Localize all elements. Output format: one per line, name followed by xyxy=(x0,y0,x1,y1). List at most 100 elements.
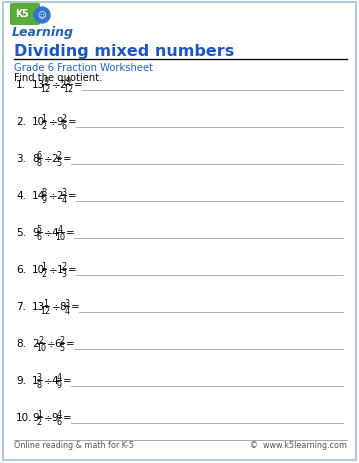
Text: 9: 9 xyxy=(66,76,71,86)
Text: =: = xyxy=(66,338,75,348)
Text: 4: 4 xyxy=(58,224,63,233)
Text: 12: 12 xyxy=(41,306,51,315)
Text: ÷: ÷ xyxy=(44,154,53,163)
Text: 10: 10 xyxy=(32,117,45,127)
Text: 2: 2 xyxy=(32,338,39,348)
Text: 3: 3 xyxy=(61,188,66,196)
Text: 4: 4 xyxy=(52,227,58,238)
Text: 1: 1 xyxy=(43,298,48,307)
Text: 9.: 9. xyxy=(16,375,26,385)
Text: =: = xyxy=(63,154,72,163)
Text: 3: 3 xyxy=(64,298,69,307)
Text: 12: 12 xyxy=(41,85,51,94)
Text: 4: 4 xyxy=(64,306,69,315)
Text: 14: 14 xyxy=(32,191,45,200)
Text: 9: 9 xyxy=(56,117,63,127)
Text: 2: 2 xyxy=(61,113,66,122)
Text: 4: 4 xyxy=(57,409,62,418)
Text: 1: 1 xyxy=(42,261,47,270)
Text: 5: 5 xyxy=(60,343,65,352)
Text: 8: 8 xyxy=(37,158,42,168)
Text: 2: 2 xyxy=(42,121,47,131)
Text: 9: 9 xyxy=(52,412,58,422)
Text: 5.: 5. xyxy=(16,227,26,238)
Text: Online reading & math for K-5: Online reading & math for K-5 xyxy=(14,441,134,450)
Text: 2: 2 xyxy=(42,269,47,278)
Text: ÷: ÷ xyxy=(49,117,57,127)
Text: =: = xyxy=(68,264,77,275)
Text: 9: 9 xyxy=(42,195,47,204)
Text: 8: 8 xyxy=(37,380,42,389)
Text: 5: 5 xyxy=(56,158,62,168)
Text: 2: 2 xyxy=(56,191,63,200)
Text: ÷: ÷ xyxy=(49,191,57,200)
Text: =: = xyxy=(66,227,75,238)
Text: 6: 6 xyxy=(55,338,61,348)
Text: 10.: 10. xyxy=(16,412,33,422)
Text: 2: 2 xyxy=(38,335,43,344)
Text: 2: 2 xyxy=(37,417,42,426)
Text: ÷: ÷ xyxy=(49,264,57,275)
Text: 2: 2 xyxy=(59,80,66,90)
Text: 5: 5 xyxy=(37,224,42,233)
Text: 6: 6 xyxy=(57,417,62,426)
Text: 1: 1 xyxy=(37,409,42,418)
Text: ÷: ÷ xyxy=(52,301,61,311)
Text: 1.: 1. xyxy=(16,80,26,90)
Text: 12: 12 xyxy=(63,85,73,94)
Text: ÷: ÷ xyxy=(44,412,53,422)
Text: 6: 6 xyxy=(37,150,42,159)
Text: =: = xyxy=(71,301,80,311)
Text: 1: 1 xyxy=(42,113,47,122)
Text: 9: 9 xyxy=(56,380,62,389)
Text: ÷: ÷ xyxy=(52,80,61,90)
Text: 4: 4 xyxy=(52,375,58,385)
Text: K: K xyxy=(15,9,23,19)
Text: 3: 3 xyxy=(61,269,66,278)
Text: 13: 13 xyxy=(32,80,45,90)
Text: =: = xyxy=(63,375,72,385)
Text: ÷: ÷ xyxy=(44,375,53,385)
Text: 10: 10 xyxy=(56,232,66,241)
Text: ☺: ☺ xyxy=(38,12,46,20)
FancyBboxPatch shape xyxy=(10,4,40,26)
Text: 8: 8 xyxy=(42,188,47,196)
Text: 8.: 8. xyxy=(16,338,26,348)
Text: 7.: 7. xyxy=(16,301,26,311)
Text: 8: 8 xyxy=(59,301,66,311)
Circle shape xyxy=(34,8,50,24)
Text: 5: 5 xyxy=(21,9,28,19)
Text: ÷: ÷ xyxy=(47,338,56,348)
Text: 9: 9 xyxy=(43,76,48,86)
Text: 6.: 6. xyxy=(16,264,26,275)
Text: 2: 2 xyxy=(52,154,58,163)
Text: 3.: 3. xyxy=(16,154,26,163)
Text: 1: 1 xyxy=(56,264,63,275)
Text: 1: 1 xyxy=(32,375,39,385)
Text: 9: 9 xyxy=(32,227,39,238)
Text: 4: 4 xyxy=(61,195,66,204)
Text: 4: 4 xyxy=(57,372,62,381)
Text: =: = xyxy=(74,80,83,90)
Text: 4.: 4. xyxy=(16,191,26,200)
Text: 6: 6 xyxy=(37,232,42,241)
Text: 3: 3 xyxy=(37,372,42,381)
Text: 2: 2 xyxy=(56,150,62,159)
Text: 2: 2 xyxy=(61,261,66,270)
Text: 10: 10 xyxy=(32,264,45,275)
Text: ÷: ÷ xyxy=(44,227,53,238)
Text: Dividing mixed numbers: Dividing mixed numbers xyxy=(14,44,234,59)
Text: Find the quotient.: Find the quotient. xyxy=(14,73,102,83)
Text: 8: 8 xyxy=(32,154,39,163)
Text: 10: 10 xyxy=(36,343,46,352)
Text: Grade 6 Fraction Worksheet: Grade 6 Fraction Worksheet xyxy=(14,63,153,73)
FancyBboxPatch shape xyxy=(3,3,356,460)
Text: ©  www.k5learning.com: © www.k5learning.com xyxy=(250,441,347,450)
Text: 13: 13 xyxy=(32,301,45,311)
Text: =: = xyxy=(68,191,77,200)
Text: Learning: Learning xyxy=(12,26,74,39)
Text: =: = xyxy=(63,412,72,422)
Text: 6: 6 xyxy=(61,121,66,131)
Text: 9: 9 xyxy=(32,412,39,422)
Text: =: = xyxy=(68,117,77,127)
